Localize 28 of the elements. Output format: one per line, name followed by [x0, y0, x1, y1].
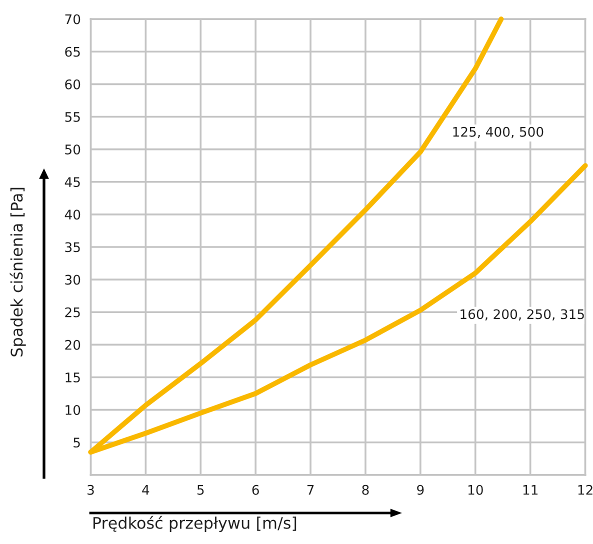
series-label: 160, 200, 250, 315	[460, 309, 584, 321]
x-axis-title: Prędkość przepływu [m/s]	[93, 516, 296, 532]
y-tick-label: 65	[65, 46, 80, 57]
series-label: 125, 400, 500	[453, 126, 544, 138]
y-tick-label: 50	[65, 144, 80, 154]
y-tick-label: 55	[65, 112, 80, 122]
y-tick-label: 15	[66, 372, 80, 382]
x-tick-label: 9	[417, 484, 424, 495]
x-tick-label: 11	[523, 485, 538, 495]
y-axis-title: Spadek ciśnienia [Pa]	[10, 188, 26, 356]
y-tick-label: 60	[65, 79, 80, 90]
x-tick-label: 5	[197, 485, 204, 495]
y-tick-label: 45	[64, 177, 80, 188]
y-tick-label: 5	[74, 438, 80, 448]
x-tick-label: 12	[578, 484, 592, 495]
x-tick-label: 10	[468, 484, 483, 495]
x-tick-label: 8	[362, 484, 369, 495]
y-tick-label: 40	[64, 210, 80, 220]
x-tick-label: 6	[252, 484, 259, 495]
y-tick-label: 30	[65, 274, 80, 285]
y-tick-label: 25	[65, 307, 80, 318]
x-tick-label: 4	[142, 485, 150, 495]
y-tick-label: 20	[65, 340, 80, 350]
x-tick-label: 7	[307, 485, 314, 495]
y-tick-label: 70	[65, 14, 80, 24]
x-tick-label: 3	[88, 484, 94, 495]
y-tick-label: 10	[66, 405, 80, 415]
y-tick-label: 35	[65, 242, 80, 252]
